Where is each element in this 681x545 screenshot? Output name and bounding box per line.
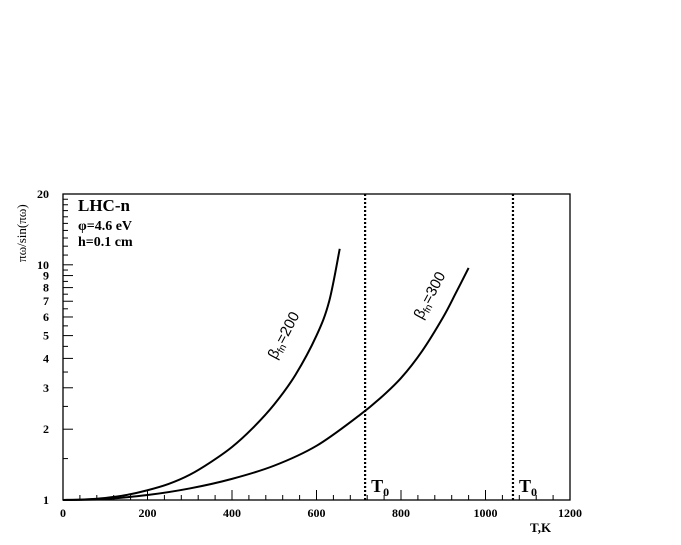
x-tick-label: 0 [60,506,66,520]
y-tick-label: 4 [43,351,49,365]
y-tick-label: 10 [37,258,49,272]
reference-line-label-sub: 0 [531,485,537,499]
y-axis-label: πω/sin(πω) [14,204,29,262]
plot-border [62,193,571,501]
reference-line-label-main: T [519,476,531,496]
y-tick-label: 8 [43,281,49,295]
x-axis: 0 200 400 600 800 1000 1200 [60,490,582,520]
reference-line-label-sub: 0 [383,485,389,499]
y-tick-label: 1 [43,493,49,507]
reference-line-labels: T0 T0 [371,476,537,499]
reference-line-label-2: T0 [519,476,537,499]
x-tick-label: 400 [223,506,241,520]
y-tick-label: 7 [43,294,49,308]
y-tick-label: 6 [43,310,49,324]
x-tick-label: 200 [139,506,157,520]
series-lines [62,248,470,501]
series-label-300-rest: =300 [418,269,449,307]
series-line-2 [62,267,470,501]
y-tick-label: 20 [37,187,49,201]
x-axis-label: T,K [530,520,552,535]
series-label-200: βfn=200 [265,309,306,363]
y-tick-label: 9 [43,269,49,283]
y-tick-label: 5 [43,329,49,343]
series-label-200-rest: =200 [272,309,303,347]
x-tick-label: 1000 [474,506,498,520]
x-tick-label: 600 [308,506,326,520]
annotation-work-function: φ=4.6 eV [78,219,132,234]
annotation-thickness: h=0.1 cm [78,235,133,250]
reference-line-label-main: T [371,476,383,496]
x-tick-label: 800 [392,506,410,520]
x-tick-label: 1200 [558,506,582,520]
annotation-title: LHC-n [78,196,131,215]
reference-line-label-1: T0 [371,476,389,499]
plot-frame [62,193,571,501]
y-tick-label: 2 [43,422,49,436]
reference-lines [363,194,515,500]
series-line-1 [62,248,341,501]
y-tick-label: 3 [43,381,49,395]
